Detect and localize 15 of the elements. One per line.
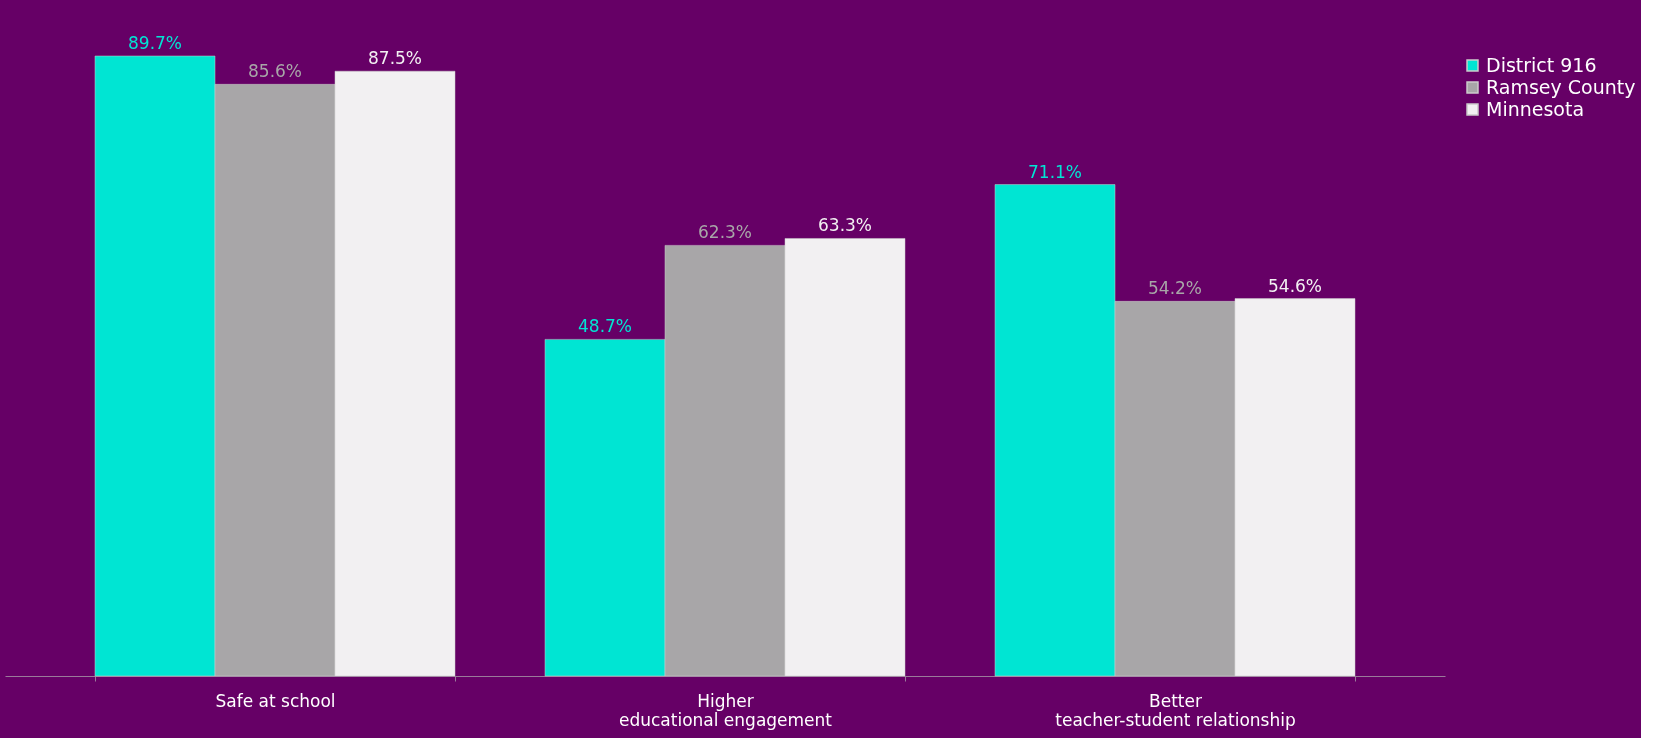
legend-label: Ramsey County <box>1486 75 1636 98</box>
data-label: 48.7% <box>577 316 633 337</box>
data-label: 62.3% <box>697 222 753 243</box>
data-label: 89.7% <box>127 33 183 53</box>
data-label: 63.3% <box>817 215 873 236</box>
data-label: 71.1% <box>1027 161 1083 182</box>
x-tick-label: Higher educational engagement <box>618 690 833 730</box>
x-tick-label: Safe at school <box>215 690 336 711</box>
data-label: 87.5% <box>367 48 423 69</box>
data-label: 54.2% <box>1147 278 1203 299</box>
data-label: 85.6% <box>247 61 303 82</box>
legend-label: Minnesota <box>1486 97 1585 120</box>
legend-label: District 916 <box>1486 53 1597 76</box>
data-label: 54.6% <box>1267 275 1323 296</box>
x-tick-label: Better teacher-student relationship <box>1055 690 1296 730</box>
